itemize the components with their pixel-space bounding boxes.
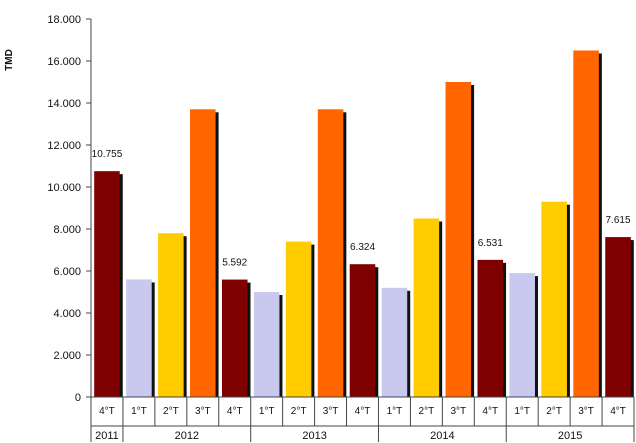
data-label: 5.592 [222, 258, 247, 269]
bar [158, 233, 184, 397]
bar [126, 279, 152, 397]
bar [285, 241, 312, 397]
y-tick-label: 12.000 [47, 140, 81, 152]
year-label: 2011 [95, 430, 119, 442]
quarter-label: 4°T [610, 406, 626, 417]
y-tick-label: 2.000 [53, 350, 81, 362]
bar [605, 237, 631, 397]
bar [509, 273, 535, 397]
data-label: 6.324 [350, 242, 375, 253]
year-label: 2014 [430, 430, 454, 442]
y-tick-label: 0 [75, 392, 81, 404]
year-label: 2015 [558, 430, 582, 442]
data-label: 6.531 [478, 238, 503, 249]
data-label: 7.615 [606, 215, 631, 226]
quarter-label: 4°T [482, 406, 498, 417]
bar [413, 218, 440, 397]
bar [317, 109, 344, 398]
quarter-label: 2°T [291, 406, 307, 417]
bar [477, 259, 504, 397]
quarter-label: 3°T [578, 406, 594, 417]
bar [94, 171, 120, 397]
y-tick-label: 16.000 [47, 56, 81, 68]
year-label: 2012 [175, 430, 199, 442]
bar [541, 201, 567, 397]
quarter-label: 1°T [131, 406, 147, 417]
quarter-label: 2°T [546, 406, 562, 417]
y-tick-label: 4.000 [53, 308, 81, 320]
y-tick-label: 8.000 [53, 224, 81, 236]
y-tick-label: 6.000 [53, 266, 81, 278]
quarter-label: 4°T [355, 406, 371, 417]
quarter-label: 1°T [514, 406, 530, 417]
y-axis-title: TMD [4, 49, 15, 71]
y-tick-label: 10.000 [47, 182, 81, 194]
bar [253, 292, 280, 397]
quarter-label: 4°T [227, 406, 243, 417]
bar [381, 287, 408, 397]
bar [221, 279, 248, 397]
bar [190, 109, 216, 398]
quarter-label: 1°T [387, 406, 403, 417]
quarter-label: 2°T [419, 406, 435, 417]
data-label: 10.755 [92, 149, 123, 160]
quarter-label: 1°T [259, 406, 275, 417]
y-tick-label: 14.000 [47, 98, 81, 110]
bar [349, 264, 376, 397]
quarter-label: 3°T [450, 406, 466, 417]
quarter-label: 3°T [323, 406, 339, 417]
quarter-label: 4°T [99, 406, 115, 417]
year-label: 2013 [302, 430, 326, 442]
quarter-label: 3°T [195, 406, 211, 417]
bar [445, 82, 472, 397]
y-tick-label: 18.000 [47, 14, 81, 26]
bar [573, 50, 599, 397]
quarter-label: 2°T [163, 406, 179, 417]
